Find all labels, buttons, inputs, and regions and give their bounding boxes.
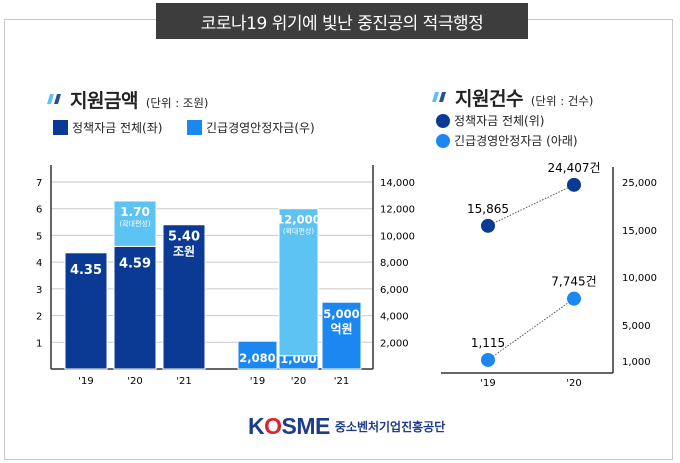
series-line — [487, 184, 575, 227]
right-tick-label: 4,000 — [380, 312, 409, 323]
legend-item-policy-count: 정책자금 전체(위) — [436, 112, 544, 129]
bar — [113, 245, 157, 370]
kosme-logo: KOSME 중소벤처기업진흥공단 — [248, 413, 445, 440]
x-tick-label: '20 — [127, 376, 142, 387]
x-tick-label: '20 — [291, 376, 306, 387]
heading-marker-icon — [47, 94, 61, 104]
bar-extra-label: 12,000 — [276, 213, 320, 227]
left-tick-label: 4 — [36, 258, 42, 269]
bar-extra-label: 1.70 — [120, 205, 150, 219]
left-tick-label: 6 — [36, 205, 42, 216]
x-tick-label: '19 — [78, 376, 93, 387]
bar — [162, 224, 206, 370]
logo-brand: KOSME — [248, 413, 330, 439]
data-label: 1,115 — [471, 336, 505, 350]
heading-marker-icon — [432, 92, 446, 102]
x-tick-label: '21 — [334, 376, 349, 387]
left-tick-label: 5 — [36, 231, 42, 242]
data-point — [567, 291, 581, 306]
bar-value-label: 4.59 — [119, 256, 151, 271]
legend-item-emergency-funds: 긴급경영안정자금(우) — [187, 119, 315, 136]
bar-extra — [113, 200, 157, 247]
page-title: 코로나19 위기에 빛난 중진공의 적극행정 — [156, 3, 528, 39]
data-label: 7,745건 — [551, 275, 596, 289]
count-heading-unit: (단위 : 건수) — [530, 94, 594, 108]
bar-extra — [278, 208, 319, 357]
left-tick-label: 1 — [36, 338, 42, 349]
legend-swatch-dark — [53, 120, 68, 135]
legend-label: 정책자금 전체(좌) — [72, 121, 163, 135]
count-heading-title: 지원건수 — [455, 88, 523, 110]
bar-unit-label: 조원 — [173, 245, 195, 259]
count-heading: 지원건수 (단위 : 건수) — [455, 84, 593, 111]
bar-extra-note: (확대편성) — [119, 219, 150, 228]
logo-org: 중소벤처기업진흥공단 — [334, 420, 446, 434]
data-point — [567, 177, 581, 192]
right-tick-label: 6,000 — [380, 285, 409, 296]
left-tick-label: 3 — [36, 285, 42, 296]
x-tick-label: '20 — [566, 378, 581, 389]
data-label: 24,407건 — [547, 161, 600, 175]
x-tick-label: '19 — [480, 378, 495, 389]
data-point — [481, 218, 495, 233]
legend-label: 정책자금 전체(위) — [454, 114, 545, 128]
legend-item-emergency-count: 긴급경영안정자금 (아래) — [436, 132, 578, 149]
y-tick-label: 25,000 — [622, 178, 657, 189]
right-tick-label: 14,000 — [380, 178, 415, 189]
y-tick-label: 5,000 — [622, 321, 651, 332]
right-tick-label: 12,000 — [380, 205, 415, 216]
y-tick-label: 15,000 — [622, 226, 657, 237]
amount-heading-unit: (단위 : 조원) — [145, 96, 209, 110]
left-tick-label: 2 — [36, 312, 42, 323]
amount-heading: 지원금액 (단위 : 조원) — [70, 86, 208, 113]
data-point — [481, 352, 495, 367]
bar-value-label: 5,000 — [323, 307, 359, 321]
data-label: 15,865 — [467, 202, 509, 216]
bar-unit-label: 억원 — [330, 322, 352, 336]
legend-dot-blue — [436, 133, 450, 148]
bar-extra-note: (확대편성) — [283, 227, 314, 236]
right-tick-label: 8,000 — [380, 258, 409, 269]
y-tick-label: 1,000 — [622, 357, 651, 368]
bar — [321, 301, 362, 370]
right-tick-label: 2,000 — [380, 338, 409, 349]
bar-value-label: 2,080 — [239, 351, 275, 365]
left-tick-label: 7 — [36, 178, 42, 189]
amount-heading-title: 지원금액 — [70, 90, 138, 112]
x-tick-label: '21 — [176, 376, 191, 387]
y-tick-label: 10,000 — [622, 273, 657, 284]
bar — [64, 252, 108, 370]
bar — [237, 340, 278, 370]
legend-label: 긴급경영안정자금(우) — [206, 121, 315, 135]
x-tick-label: '19 — [250, 376, 265, 387]
legend-label: 긴급경영안정자금 (아래) — [454, 134, 578, 148]
right-tick-label: 10,000 — [380, 231, 415, 242]
legend-dot-dark — [436, 113, 450, 128]
bar-value-label: 5.40 — [168, 230, 200, 245]
legend-item-policy-funds: 정책자금 전체(좌) — [53, 119, 162, 136]
legend-swatch-blue — [187, 120, 202, 135]
series-line — [487, 298, 575, 361]
bar-value-label: 4.35 — [70, 263, 102, 278]
